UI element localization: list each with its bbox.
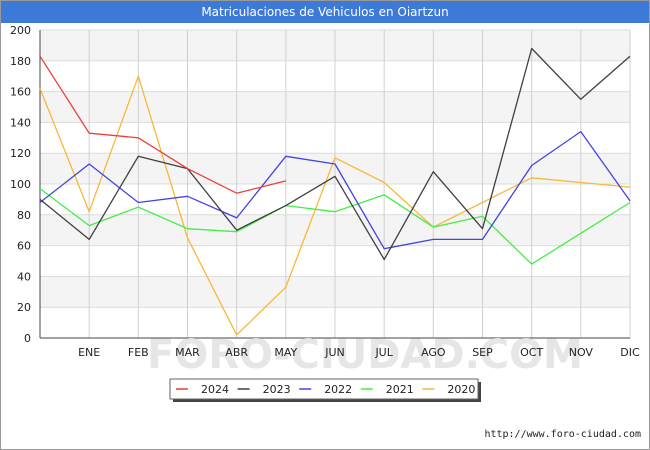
y-tick-label: 40 (17, 270, 31, 283)
series-line-2023 (39, 47, 631, 261)
legend: 2024 2023 2022 2021 2020 (169, 378, 481, 402)
y-tick-label: 20 (17, 301, 31, 314)
x-tick-label: MAY (274, 346, 297, 359)
axes (39, 30, 630, 339)
x-tick-label: JUN (324, 346, 345, 359)
x-tick-label: ENE (78, 346, 100, 359)
x-tick-label: AGO (421, 346, 446, 359)
y-tick-label: 120 (10, 147, 31, 160)
x-tick-label: JUL (374, 346, 393, 359)
legend-box (169, 378, 479, 400)
series-line-2020 (39, 75, 631, 336)
watermark: FORO-CIUDAD.COM (147, 332, 583, 378)
series-group (39, 47, 631, 336)
x-tick-label: MAR (175, 346, 200, 359)
y-tick-label: 200 (10, 24, 31, 37)
y-tick-label: 140 (10, 116, 31, 129)
x-tick-label: FEB (128, 346, 149, 359)
legend-label-2024: 2024 (201, 383, 229, 396)
legend-label-2021: 2021 (386, 383, 414, 396)
x-tick-labels: ENE FEB MAR ABR MAY JUN JUL AGO SEP OCT NOV DIC (78, 346, 640, 359)
x-tick-label: SEP (472, 346, 493, 359)
chart-title: Matriculaciones de Vehiculos en Oiartzun (1, 1, 649, 23)
source-url: http://www.foro-ciudad.com (484, 429, 641, 440)
legend-label-2023: 2023 (263, 383, 291, 396)
y-tick-label: 160 (10, 86, 31, 99)
legend-label-2022: 2022 (324, 383, 352, 396)
y-tick-label: 60 (17, 240, 31, 253)
series-line-2022 (39, 130, 631, 250)
x-tick-label: OCT (520, 346, 543, 359)
y-tick-labels: 0 20 40 60 80 100 120 140 160 180 200 (10, 24, 31, 345)
y-tick-label: 100 (10, 178, 31, 191)
x-tick-label: NOV (569, 346, 594, 359)
series-line-2024 (39, 55, 286, 194)
legend-label-2020: 2020 (447, 383, 475, 396)
y-tick-label: 180 (10, 55, 31, 68)
y-tick-label: 0 (24, 332, 31, 345)
x-tick-label: ABR (225, 346, 248, 359)
series-line-2021 (39, 188, 631, 265)
y-tick-label: 80 (17, 209, 31, 222)
x-tick-label: DIC (620, 346, 640, 359)
